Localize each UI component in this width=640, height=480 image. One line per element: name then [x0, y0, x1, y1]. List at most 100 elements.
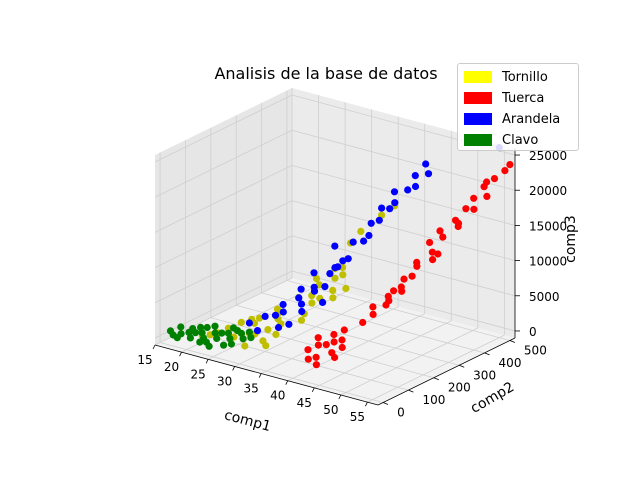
- side-pane: [155, 88, 292, 345]
- point-clavo: [205, 342, 213, 350]
- point-arandela: [390, 188, 399, 196]
- point-clavo: [196, 338, 204, 346]
- point-tornillo: [297, 316, 306, 324]
- point-tuerca: [340, 326, 348, 334]
- legend-swatch-clavo: [464, 134, 492, 146]
- point-clavo: [218, 329, 226, 337]
- point-arandela: [297, 300, 306, 308]
- z-tick-label: 5000: [529, 290, 560, 304]
- point-tuerca: [451, 216, 460, 224]
- point-tuerca: [312, 361, 320, 369]
- y-tick-mark: [459, 364, 465, 368]
- grid-line-x: [340, 327, 479, 396]
- point-arandela: [386, 205, 394, 213]
- point-arandela: [344, 255, 352, 263]
- point-arandela: [245, 319, 253, 327]
- legend-label-arandela: Arandela: [502, 111, 561, 127]
- grid-line-z: [291, 165, 516, 226]
- grid-line-z: [291, 129, 516, 191]
- point-clavo: [173, 334, 181, 342]
- x-tick-mark: [285, 380, 289, 385]
- point-clavo: [220, 341, 228, 349]
- point-tuerca: [436, 227, 444, 235]
- point-arandela: [321, 283, 329, 291]
- point-tornillo: [312, 275, 321, 283]
- point-tuerca: [322, 341, 330, 349]
- point-clavo: [177, 323, 185, 331]
- point-arandela: [404, 186, 412, 194]
- grid-line-x: [314, 320, 452, 389]
- point-clavo: [227, 340, 235, 348]
- y-tick-mark: [433, 377, 439, 381]
- y-tick-label: 500: [524, 343, 547, 357]
- x-tick-mark: [232, 366, 236, 371]
- y-tick-label: 400: [499, 356, 522, 370]
- point-tornillo: [255, 314, 264, 322]
- z-tick-label: 10000: [529, 255, 567, 269]
- grid-line-x: [367, 334, 505, 403]
- y-axis-label: comp2: [468, 379, 517, 417]
- legend-swatch-arandela: [464, 113, 492, 125]
- x-tick-mark: [338, 394, 342, 400]
- chart-title: Analisis de la base de datos: [214, 64, 437, 83]
- grid-line-x: [234, 299, 372, 367]
- point-clavo: [166, 327, 175, 335]
- point-tuerca: [490, 175, 499, 183]
- z-tick-label: 0: [529, 325, 537, 339]
- point-arandela: [319, 298, 327, 306]
- point-arandela: [295, 294, 303, 302]
- legend-label-tornillo: Tornillo: [502, 69, 548, 85]
- point-tornillo: [224, 324, 232, 332]
- point-tornillo: [259, 337, 267, 345]
- x-tick-mark: [311, 387, 315, 393]
- point-tornillo: [339, 271, 347, 279]
- z-tick-label: 25000: [529, 149, 567, 163]
- point-arandela: [285, 320, 293, 328]
- point-arandela: [339, 257, 347, 265]
- legend-swatch-tuerca: [464, 92, 492, 104]
- grid-line-x: [261, 306, 399, 374]
- x-tick-label: 50: [323, 403, 338, 417]
- point-tornillo: [308, 299, 316, 307]
- y-tick-label: 100: [422, 393, 445, 407]
- grid-line-z: [154, 94, 293, 163]
- point-tuerca: [338, 336, 346, 344]
- point-arandela: [360, 237, 368, 245]
- point-tuerca: [397, 283, 405, 291]
- point-clavo: [224, 329, 232, 337]
- point-tornillo: [272, 330, 280, 338]
- point-clavo: [203, 323, 211, 332]
- point-tuerca: [312, 353, 320, 361]
- grid-line-y: [159, 342, 384, 403]
- point-tuerca: [314, 334, 322, 342]
- point-clavo: [245, 328, 253, 336]
- point-arandela: [334, 263, 342, 271]
- y-tick-mark: [382, 402, 389, 405]
- point-clavo: [186, 334, 194, 342]
- grid-line-z: [154, 165, 293, 233]
- point-tornillo: [331, 274, 339, 282]
- point-arandela: [411, 182, 420, 191]
- y-axis-line: [377, 337, 516, 406]
- x-tick-label: 25: [190, 367, 205, 381]
- point-arandela: [422, 160, 430, 168]
- point-tuerca: [330, 330, 338, 339]
- grid-line-z: [291, 235, 516, 297]
- grid-line-z: [154, 129, 293, 198]
- point-clavo: [239, 335, 247, 343]
- x-tick-mark: [205, 359, 209, 364]
- x-tick-label: 55: [350, 410, 365, 424]
- grid-line-z: [154, 235, 293, 304]
- point-arandela: [378, 204, 386, 212]
- point-tuerca: [384, 292, 392, 300]
- point-arandela: [274, 323, 283, 332]
- point-tuerca: [429, 256, 437, 264]
- legend-swatch-tornillo: [464, 71, 492, 83]
- point-tuerca: [369, 303, 377, 311]
- legend-item-clavo: Clavo: [464, 132, 538, 148]
- y-tick-mark: [408, 389, 414, 393]
- point-tuerca: [434, 250, 442, 258]
- y-tick-mark: [484, 352, 490, 356]
- point-tuerca: [331, 353, 339, 362]
